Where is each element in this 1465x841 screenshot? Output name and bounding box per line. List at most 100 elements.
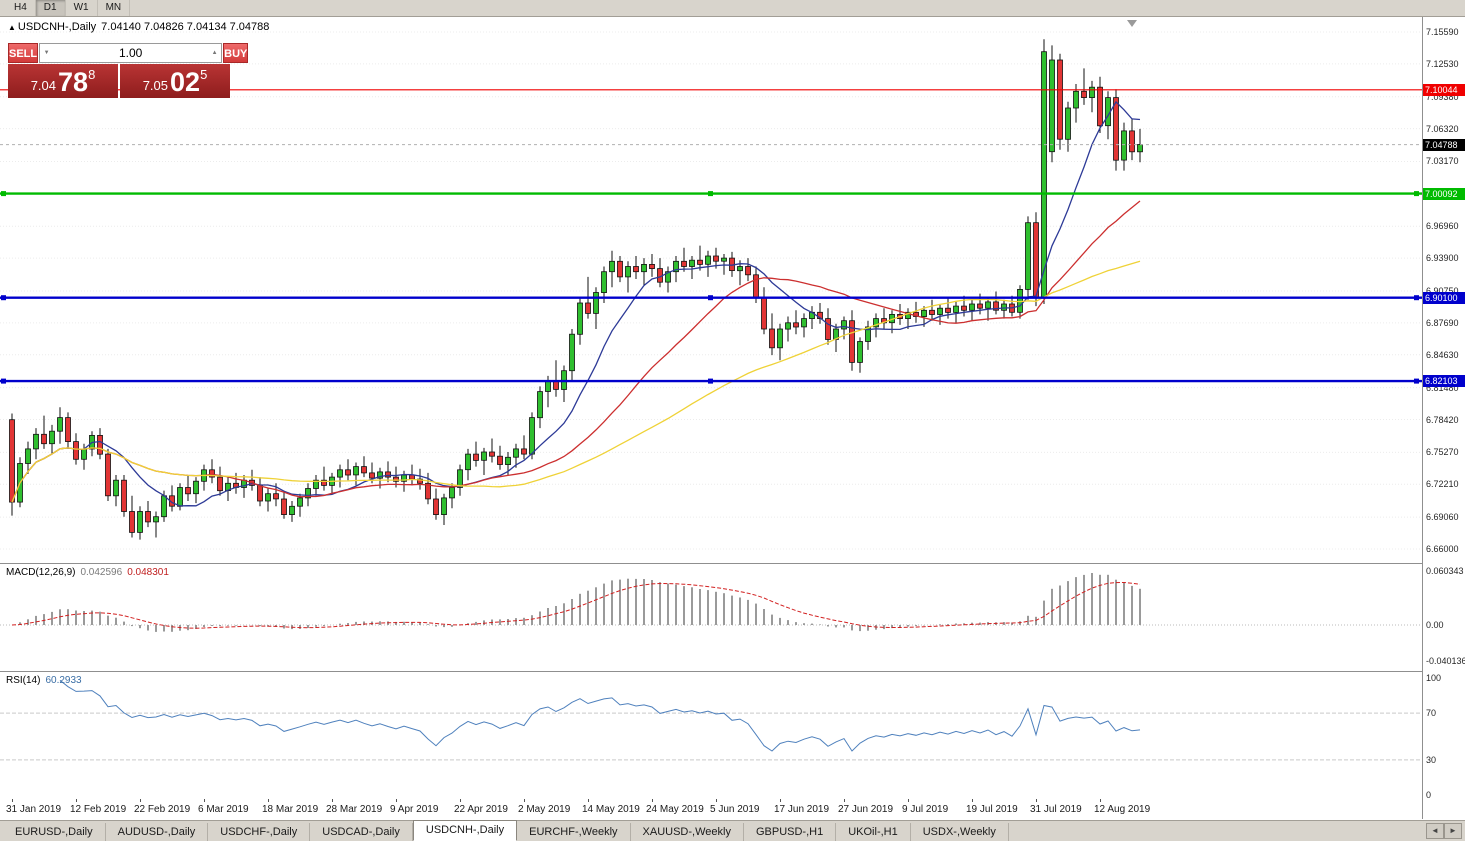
volume-increase-icon[interactable]: ▲	[211, 50, 218, 56]
buy-price-prefix: 7.05	[142, 78, 169, 93]
chart-tab-usdcaddaily[interactable]: USDCAD-,Daily	[310, 823, 413, 841]
date-tick	[204, 799, 205, 802]
ma-50-line	[11, 260, 1141, 503]
chart-tab-usdxweekly[interactable]: USDX-,Weekly	[911, 823, 1009, 841]
chart-tab-eurusddaily[interactable]: EURUSD-,Daily	[3, 823, 106, 841]
date-axis-label: 6 Mar 2019	[198, 804, 249, 815]
hline-handle	[1414, 295, 1419, 301]
timeframe-button-w1[interactable]: W1	[66, 0, 98, 16]
date-tick	[268, 799, 269, 802]
timeframe-button-mn[interactable]: MN	[98, 0, 131, 16]
sell-price-prefix: 7.04	[30, 78, 57, 93]
chart-shift-marker-icon[interactable]	[1127, 20, 1137, 27]
rsi-line	[59, 679, 1141, 752]
sell-price-display[interactable]: 7.04 78 8	[8, 64, 118, 98]
rsi-axis-label: 0	[1426, 790, 1432, 800]
date-tick	[716, 799, 717, 802]
rsi-axis-label: 70	[1426, 708, 1437, 719]
chart-tab-usdcnhdaily[interactable]: USDCNH-,Daily	[412, 820, 518, 841]
timeframe-toolbar: H4 D1 W1 MN	[0, 0, 1465, 17]
price-tag-6.82103[interactable]: 6.82103	[1423, 375, 1465, 388]
buy-button[interactable]: BUY	[223, 43, 249, 63]
macd-signal-line	[11, 581, 1141, 629]
rsi-name: RSI(14)	[6, 675, 41, 686]
chart-ohlc-values: 7.04140 7.04826 7.04134 7.04788	[101, 21, 270, 33]
price-tag-6.90100[interactable]: 6.90100	[1423, 291, 1465, 304]
price-axis-label: 7.06320	[1426, 123, 1459, 134]
chart-tab-eurchfweekly[interactable]: EURCHF-,Weekly	[517, 823, 631, 841]
hline-handle	[1414, 378, 1419, 384]
chart-tab-xauusdweekly[interactable]: XAUUSD-,Weekly	[631, 823, 744, 841]
macd-indicator-pane[interactable]	[0, 564, 1422, 671]
date-axis-label: 9 Jul 2019	[902, 804, 949, 815]
ma-25-line	[11, 200, 1141, 503]
macd-pane-label: MACD(12,26,9) 0.042596 0.048301	[6, 567, 169, 578]
chart-tab-audusddaily[interactable]: AUDUSD-,Daily	[106, 823, 209, 841]
price-axis-label: 6.72210	[1426, 479, 1459, 490]
macd-name: MACD(12,26,9)	[6, 567, 76, 578]
date-axis-label: 31 Jan 2019	[6, 804, 62, 815]
one-click-collapse-icon[interactable]: ▲	[8, 23, 16, 32]
hline-handle	[708, 378, 713, 384]
chart-tab-gbpusdh1[interactable]: GBPUSD-,H1	[744, 823, 837, 841]
date-axis-label: 18 Mar 2019	[262, 804, 319, 815]
price-axis-label: 6.93900	[1426, 253, 1459, 264]
date-axis-label: 17 Jun 2019	[774, 804, 830, 815]
price-axis-label: 7.03170	[1426, 156, 1459, 167]
buy-price-display[interactable]: 7.05 02 5	[120, 64, 230, 98]
timeframe-button-d1[interactable]: D1	[35, 0, 66, 16]
chart-tab-ukoilh1[interactable]: UKOil-,H1	[836, 823, 911, 841]
date-tick	[844, 799, 845, 802]
main-chart-pane[interactable]	[0, 17, 1422, 563]
candles-layer	[9, 39, 1143, 540]
date-axis-label: 28 Mar 2019	[326, 804, 383, 815]
price-axis-label: 6.96960	[1426, 221, 1459, 232]
tab-scroll-controls: ◄ ►	[1426, 823, 1462, 839]
volume-input[interactable]	[53, 46, 209, 60]
macd-axis-label: 0.00	[1426, 620, 1444, 630]
chart-tab-bar: EURUSD-,Daily AUDUSD-,Daily USDCHF-,Daily U…	[0, 820, 1465, 841]
date-tick	[780, 799, 781, 802]
rsi-axis-label: 100	[1426, 673, 1442, 683]
hline-handle	[1, 378, 6, 384]
date-axis-label: 22 Apr 2019	[454, 804, 508, 815]
pane-divider[interactable]	[0, 671, 1465, 672]
date-tick	[396, 799, 397, 802]
price-axis[interactable]: 7.15590 7.12530 7.09380 7.06320 7.03170 6.969…	[1422, 17, 1465, 819]
date-axis[interactable]: 31 Jan 2019 12 Feb 2019 22 Feb 2019 6 Mar 2…	[0, 799, 1422, 819]
date-axis-label: 2 May 2019	[518, 804, 571, 815]
rsi-pane-label: RSI(14) 60.2933	[6, 675, 82, 686]
date-axis-label: 14 May 2019	[582, 804, 640, 815]
date-axis-label: 24 May 2019	[646, 804, 704, 815]
date-axis-label: 5 Jun 2019	[710, 804, 760, 815]
sell-price-sup: 8	[88, 67, 96, 82]
price-axis-label: 7.09380	[1426, 91, 1459, 102]
macd-axis-label: 0.060343	[1426, 565, 1464, 576]
date-axis-label: 12 Feb 2019	[70, 804, 127, 815]
pane-divider[interactable]	[0, 563, 1465, 564]
sell-button[interactable]: SELL	[8, 43, 39, 63]
sell-price-big: 78	[58, 67, 89, 97]
date-tick	[972, 799, 973, 802]
date-tick	[76, 799, 77, 802]
date-axis-label: 19 Jul 2019	[966, 804, 1018, 815]
date-axis-label: 12 Aug 2019	[1094, 804, 1151, 815]
chart-tab-usdchfdaily[interactable]: USDCHF-,Daily	[208, 823, 311, 841]
hline-handle	[1, 295, 6, 301]
price-axis-label: 6.87690	[1426, 317, 1459, 328]
tab-scroll-right-icon[interactable]: ►	[1444, 823, 1462, 839]
date-tick	[140, 799, 141, 802]
hline-handle	[1, 191, 6, 197]
date-tick	[588, 799, 589, 802]
date-tick	[1100, 799, 1101, 802]
rsi-value: 60.2933	[45, 675, 82, 686]
tab-scroll-left-icon[interactable]: ◄	[1426, 823, 1444, 839]
date-axis-label: 27 Jun 2019	[838, 804, 894, 815]
price-tag-7.00092[interactable]: 7.00092	[1423, 187, 1465, 200]
volume-decrease-icon[interactable]: ▼	[43, 50, 50, 56]
price-tag-7.10044[interactable]: 7.10044	[1423, 83, 1465, 96]
date-tick	[1036, 799, 1037, 802]
rsi-indicator-pane[interactable]	[0, 672, 1422, 799]
timeframe-button-h4[interactable]: H4	[6, 0, 36, 16]
